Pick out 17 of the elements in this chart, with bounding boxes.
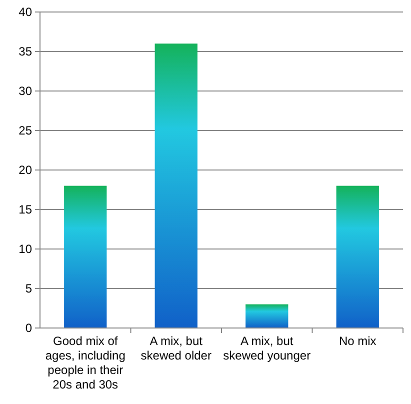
y-tick-label: 15 [18,202,32,217]
y-tick-label: 35 [18,44,32,59]
x-tick-label: Good mix of ages, including people in their 20s and 30s [45,334,126,392]
y-tick-label: 40 [18,5,32,20]
y-tick-label: 10 [18,242,32,256]
y-tick-label: 20 [18,163,32,178]
x-tick-label: A mix, but skewed younger [223,334,311,362]
x-tick-label: No mix [338,334,376,348]
x-tick-label: A mix, but skewed older [140,334,212,362]
bar [154,44,198,328]
y-tick-label: 0 [25,321,32,336]
bar [336,186,379,328]
y-tick-label: 5 [25,282,32,296]
y-tick-label: 25 [18,124,32,138]
bar [246,304,288,328]
bar [64,186,107,328]
y-tick-label: 30 [18,84,32,98]
